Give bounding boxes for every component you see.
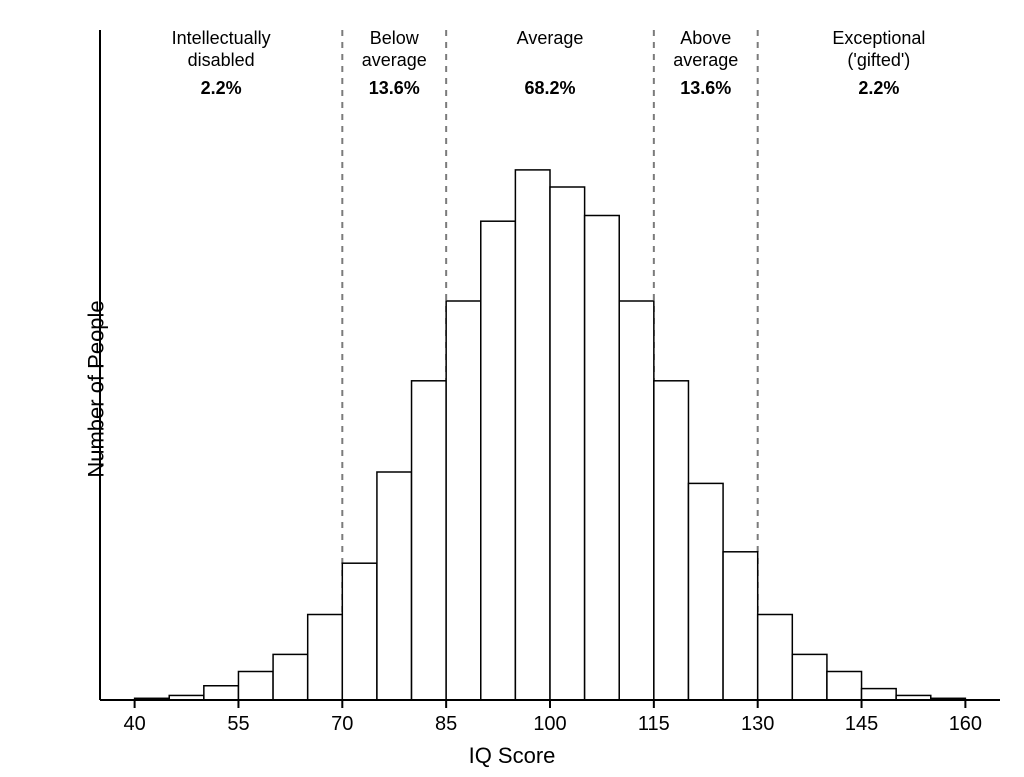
histogram-bar [342,563,377,700]
histogram-bar [723,552,758,700]
x-tick-label: 130 [741,713,774,735]
category-pct: 68.2% [524,78,575,98]
x-tick-label: 55 [227,713,249,735]
chart-svg: 40 55 70 85 100 115 130 145 160 Intellectuallydis… [0,0,1024,777]
x-tick-label: 145 [845,713,878,735]
category-pct: 2.2% [201,78,242,98]
histogram-bar [862,689,897,700]
x-tick-label: 40 [123,713,145,735]
category-label: Above [680,28,731,48]
histogram-bar [238,672,273,701]
category-label: Intellectually [172,28,271,48]
histogram-bar [446,301,481,700]
histogram-bar [792,654,827,700]
category-label: Exceptional [832,28,925,48]
x-tick-label: 160 [949,713,982,735]
category-label: average [673,50,738,70]
category-pct: 2.2% [858,78,899,98]
histogram-bar [273,654,308,700]
histogram-bar [758,615,793,701]
histogram-bar [654,381,689,700]
histogram-bar [204,686,239,700]
x-tick-label: 100 [533,713,566,735]
category-label: ('gifted') [847,50,910,70]
x-axis-label: IQ Score [0,743,1024,769]
histogram-bar [827,672,862,701]
y-axis-label: Number of People [84,300,110,477]
histogram-bar [688,483,723,700]
x-tick-label: 115 [638,713,670,735]
histogram-bar [619,301,654,700]
histogram-bar [515,170,550,700]
histogram-bar [377,472,412,700]
histogram-bar [585,216,620,701]
category-label: Average [517,28,584,48]
category-pct: 13.6% [680,78,731,98]
x-tick-label: 70 [331,713,353,735]
category-label: Below [370,28,420,48]
iq-histogram: Number of People 40 55 70 85 100 115 130 145 160… [0,0,1024,777]
x-tick-label: 85 [435,713,457,735]
histogram-bar [481,221,516,700]
category-label: average [362,50,427,70]
histogram-bar [308,615,343,701]
histogram-bar [412,381,447,700]
histogram-bar [550,187,585,700]
category-label: disabled [188,50,255,70]
category-pct: 13.6% [369,78,420,98]
